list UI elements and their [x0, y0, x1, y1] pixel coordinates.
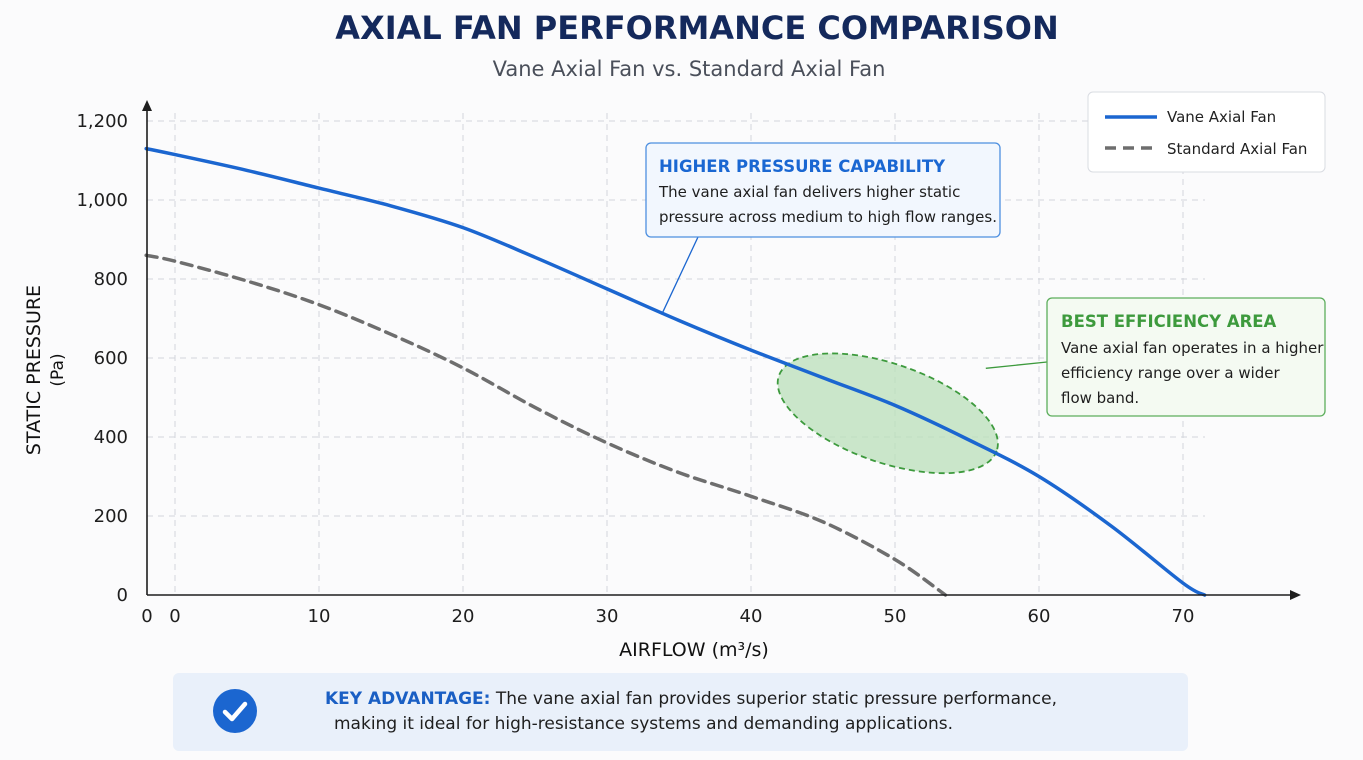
callout-pressure-line-2: pressure across medium to high flow rang… — [659, 208, 997, 226]
x-axis-arrow — [1290, 590, 1301, 600]
callout-efficiency-line-2: efficiency range over a wider — [1061, 364, 1281, 382]
x-tick-label-1: 10 — [308, 606, 331, 627]
y-tick-label-0: 0 — [117, 585, 128, 606]
y-tick-label-3: 600 — [94, 348, 128, 369]
y-axis-title-group: STATIC PRESSURE (Pa) — [23, 285, 68, 455]
callout-efficiency-pointer — [985, 361, 1048, 369]
y-tick-label-4: 800 — [94, 269, 128, 290]
x-tick-label-3: 30 — [596, 606, 619, 627]
y-tick-label-6: 1,200 — [76, 111, 128, 132]
legend-box — [1087, 91, 1326, 173]
y-axis-arrow — [142, 100, 152, 111]
chart-subtitle: Vane Axial Fan vs. Standard Axial Fan — [493, 57, 886, 81]
callout-pressure: HIGHER PRESSURE CAPABILITY The vane axia… — [645, 142, 1001, 315]
series-layer — [144, 146, 1207, 597]
x-tick-label-6: 60 — [1028, 606, 1051, 627]
y-tick-label-5: 1,000 — [76, 190, 128, 211]
chart-title: AXIAL FAN PERFORMANCE COMPARISON — [335, 9, 1058, 47]
callout-pressure-line-1: The vane axial fan delivers higher stati… — [658, 183, 960, 201]
callout-efficiency: BEST EFFICIENCY AREA Vane axial fan oper… — [985, 297, 1326, 417]
series-line-standard — [144, 253, 948, 597]
callout-efficiency-line-3: flow band. — [1061, 389, 1139, 407]
key-advantage-text: KEY ADVANTAGE: The vane axial fan provid… — [325, 687, 1165, 737]
series-line-vane — [144, 146, 1207, 597]
legend: Vane Axial Fan Standard Axial Fan — [1087, 91, 1326, 173]
key-advantage-line-2: making it ideal for high-resistance syst… — [334, 714, 954, 734]
callout-efficiency-line-1: Vane axial fan operates in a higher — [1061, 339, 1324, 357]
callout-pressure-title: HIGHER PRESSURE CAPABILITY — [659, 157, 946, 176]
x-axis-title: AIRFLOW (m³/s) — [619, 639, 769, 661]
callout-pressure-pointer — [661, 236, 699, 315]
key-advantage-label: KEY ADVANTAGE: — [325, 689, 491, 709]
x-tick-label-7: 70 — [1172, 606, 1195, 627]
y-tick-label-2: 400 — [94, 427, 128, 448]
x-tick-label-5: 50 — [884, 606, 907, 627]
x-tick-label-0: 0 — [169, 606, 180, 627]
efficiency-ellipse — [776, 352, 999, 475]
x-tick-labels: 0 10 20 30 40 50 60 70 — [169, 606, 1194, 627]
x-origin-label: 0 — [141, 606, 152, 627]
x-tick-label-2: 20 — [452, 606, 475, 627]
callout-efficiency-box — [1046, 297, 1326, 417]
y-axis-title: STATIC PRESSURE — [23, 285, 45, 455]
callout-pressure-box — [645, 142, 1001, 238]
efficiency-region — [776, 352, 999, 475]
legend-label-vane: Vane Axial Fan — [1167, 108, 1276, 126]
x-tick-label-4: 40 — [740, 606, 763, 627]
y-axis-unit: (Pa) — [48, 353, 68, 386]
axes — [142, 100, 1301, 600]
check-circle-icon — [213, 689, 257, 733]
chart-canvas: AXIAL FAN PERFORMANCE COMPARISON Vane Ax… — [23, 9, 1326, 661]
key-advantage-line-1: The vane axial fan provides superior sta… — [490, 689, 1058, 709]
y-tick-labels: 0 200 400 600 800 1,000 1,200 — [76, 111, 128, 606]
key-advantage-box: KEY ADVANTAGE: The vane axial fan provid… — [173, 673, 1188, 751]
legend-label-standard: Standard Axial Fan — [1167, 140, 1307, 158]
y-tick-label-1: 200 — [94, 506, 128, 527]
callout-efficiency-title: BEST EFFICIENCY AREA — [1061, 312, 1277, 331]
